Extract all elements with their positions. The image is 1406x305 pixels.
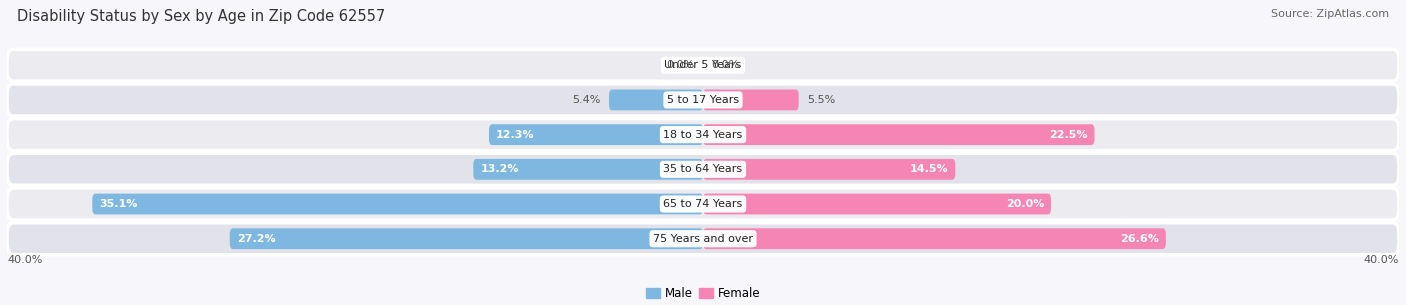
Text: 75 Years and over: 75 Years and over bbox=[652, 234, 754, 244]
Text: 40.0%: 40.0% bbox=[7, 255, 42, 265]
FancyBboxPatch shape bbox=[489, 124, 703, 145]
Text: 5.4%: 5.4% bbox=[572, 95, 600, 105]
FancyBboxPatch shape bbox=[703, 159, 955, 180]
Text: 13.2%: 13.2% bbox=[481, 164, 519, 174]
Text: 40.0%: 40.0% bbox=[1364, 255, 1399, 265]
Text: 26.6%: 26.6% bbox=[1121, 234, 1159, 244]
FancyBboxPatch shape bbox=[7, 188, 1399, 220]
FancyBboxPatch shape bbox=[7, 119, 1399, 151]
FancyBboxPatch shape bbox=[703, 90, 799, 110]
Text: 14.5%: 14.5% bbox=[910, 164, 948, 174]
FancyBboxPatch shape bbox=[7, 49, 1399, 81]
Text: 27.2%: 27.2% bbox=[236, 234, 276, 244]
Text: 5.5%: 5.5% bbox=[807, 95, 835, 105]
FancyBboxPatch shape bbox=[7, 223, 1399, 255]
Text: 35.1%: 35.1% bbox=[100, 199, 138, 209]
FancyBboxPatch shape bbox=[703, 124, 1094, 145]
Text: 0.0%: 0.0% bbox=[666, 60, 695, 70]
Text: 12.3%: 12.3% bbox=[496, 130, 534, 140]
Text: 22.5%: 22.5% bbox=[1049, 130, 1087, 140]
Text: 20.0%: 20.0% bbox=[1005, 199, 1045, 209]
FancyBboxPatch shape bbox=[229, 228, 703, 249]
Text: Disability Status by Sex by Age in Zip Code 62557: Disability Status by Sex by Age in Zip C… bbox=[17, 9, 385, 24]
Text: 35 to 64 Years: 35 to 64 Years bbox=[664, 164, 742, 174]
FancyBboxPatch shape bbox=[703, 194, 1052, 214]
FancyBboxPatch shape bbox=[7, 153, 1399, 185]
Text: 5 to 17 Years: 5 to 17 Years bbox=[666, 95, 740, 105]
FancyBboxPatch shape bbox=[93, 194, 703, 214]
Text: Under 5 Years: Under 5 Years bbox=[665, 60, 741, 70]
Text: 18 to 34 Years: 18 to 34 Years bbox=[664, 130, 742, 140]
FancyBboxPatch shape bbox=[609, 90, 703, 110]
Text: 65 to 74 Years: 65 to 74 Years bbox=[664, 199, 742, 209]
FancyBboxPatch shape bbox=[703, 228, 1166, 249]
Legend: Male, Female: Male, Female bbox=[641, 282, 765, 305]
FancyBboxPatch shape bbox=[474, 159, 703, 180]
FancyBboxPatch shape bbox=[7, 84, 1399, 116]
Text: Source: ZipAtlas.com: Source: ZipAtlas.com bbox=[1271, 9, 1389, 19]
Text: 0.0%: 0.0% bbox=[711, 60, 740, 70]
